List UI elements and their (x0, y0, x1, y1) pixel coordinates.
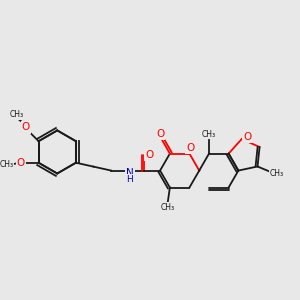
Text: O: O (145, 150, 153, 160)
Text: N: N (126, 169, 134, 178)
Text: O: O (186, 143, 194, 153)
Text: O: O (243, 132, 252, 142)
Text: CH₃: CH₃ (161, 202, 175, 211)
Text: O: O (22, 122, 30, 133)
Text: CH₃: CH₃ (270, 169, 284, 178)
Text: CH₃: CH₃ (0, 160, 14, 169)
Text: O: O (17, 158, 25, 168)
Text: O: O (156, 129, 164, 139)
Text: H: H (126, 175, 133, 184)
Text: CH₃: CH₃ (10, 110, 24, 119)
Text: CH₃: CH₃ (202, 130, 216, 139)
